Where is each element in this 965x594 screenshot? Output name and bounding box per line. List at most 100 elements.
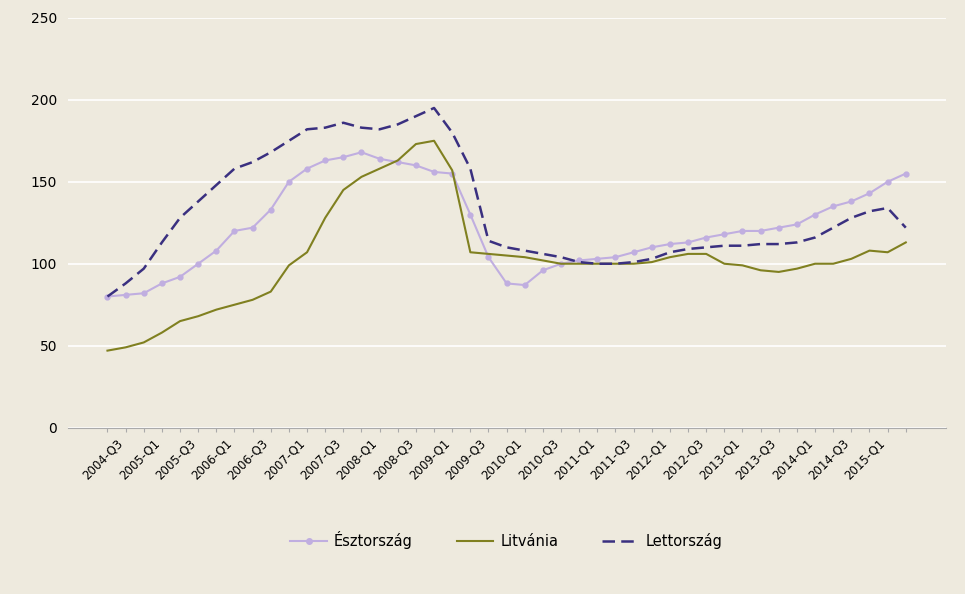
Lettország — [592, 260, 603, 267]
Észtország — [555, 260, 566, 267]
Észtország — [827, 203, 839, 210]
Line: Litvánia: Litvánia — [107, 141, 906, 350]
Litvánia — [175, 318, 186, 325]
Észtország — [175, 273, 186, 280]
Litvánia — [882, 249, 894, 256]
Észtország — [755, 228, 766, 235]
Észtország — [338, 154, 349, 161]
Észtország — [845, 198, 857, 205]
Lettország — [810, 234, 821, 241]
Line: Lettország: Lettország — [107, 108, 906, 296]
Észtország — [573, 257, 585, 264]
Litvánia — [265, 288, 277, 295]
Litvánia — [338, 187, 349, 194]
Észtország — [864, 189, 875, 197]
Lettország — [120, 280, 131, 287]
Lettország — [319, 124, 331, 131]
Észtország — [882, 178, 894, 185]
Litvánia — [247, 296, 259, 304]
Észtország — [791, 221, 803, 228]
Lettország — [773, 241, 785, 248]
Észtország — [592, 255, 603, 263]
Észtország — [482, 254, 494, 261]
Lettország — [192, 198, 204, 205]
Észtország — [120, 291, 131, 298]
Lettország — [555, 254, 566, 261]
Litvánia — [664, 254, 676, 261]
Észtország — [773, 224, 785, 231]
Észtország — [265, 206, 277, 213]
Lettország — [428, 105, 440, 112]
Észtország — [428, 168, 440, 175]
Lettország — [646, 255, 657, 263]
Litvánia — [519, 254, 531, 261]
Litvánia — [592, 260, 603, 267]
Lettország — [247, 159, 259, 166]
Lettország — [373, 126, 385, 133]
Észtország — [646, 244, 657, 251]
Litvánia — [319, 214, 331, 222]
Észtország — [501, 280, 512, 287]
Lettország — [338, 119, 349, 127]
Észtország — [101, 293, 113, 300]
Lettország — [156, 239, 168, 246]
Litvánia — [156, 329, 168, 336]
Lettország — [791, 239, 803, 246]
Litvánia — [827, 260, 839, 267]
Lettország — [175, 214, 186, 222]
Észtország — [736, 228, 748, 235]
Lettország — [101, 293, 113, 300]
Lettország — [755, 241, 766, 248]
Litvánia — [229, 301, 240, 308]
Litvánia — [210, 306, 222, 313]
Lettország — [447, 129, 458, 136]
Litvánia — [900, 239, 912, 246]
Lettország — [900, 224, 912, 231]
Litvánia — [864, 247, 875, 254]
Észtország — [900, 170, 912, 177]
Lettország — [701, 244, 712, 251]
Észtország — [610, 254, 621, 261]
Litvánia — [301, 249, 313, 256]
Észtország — [701, 234, 712, 241]
Észtország — [519, 282, 531, 289]
Litvánia — [356, 173, 368, 181]
Lettország — [628, 258, 640, 266]
Lettország — [356, 124, 368, 131]
Lettország — [610, 260, 621, 267]
Észtország — [464, 211, 476, 218]
Lettország — [138, 265, 150, 272]
Észtország — [138, 290, 150, 297]
Litvánia — [192, 312, 204, 320]
Lettország — [229, 165, 240, 172]
Észtország — [719, 230, 731, 238]
Észtország — [410, 162, 422, 169]
Észtország — [156, 280, 168, 287]
Lettország — [410, 113, 422, 120]
Észtország — [301, 165, 313, 172]
Litvánia — [573, 260, 585, 267]
Litvánia — [392, 157, 403, 164]
Litvánia — [482, 250, 494, 257]
Litvánia — [538, 257, 549, 264]
Észtország — [682, 239, 694, 246]
Észtország — [319, 157, 331, 164]
Észtország — [229, 228, 240, 235]
Észtország — [247, 224, 259, 231]
Lettország — [265, 148, 277, 156]
Lettország — [827, 224, 839, 231]
Line: Észtország: Észtország — [105, 150, 908, 299]
Észtország — [210, 247, 222, 254]
Litvánia — [773, 268, 785, 276]
Litvánia — [755, 267, 766, 274]
Litvánia — [447, 167, 458, 174]
Lettország — [682, 245, 694, 252]
Litvánia — [428, 137, 440, 144]
Legend: Észtország, Litvánia, Lettország: Észtország, Litvánia, Lettország — [285, 525, 729, 555]
Észtország — [192, 260, 204, 267]
Litvánia — [464, 249, 476, 256]
Lettország — [501, 244, 512, 251]
Litvánia — [682, 250, 694, 257]
Litvánia — [120, 344, 131, 351]
Litvánia — [283, 262, 294, 269]
